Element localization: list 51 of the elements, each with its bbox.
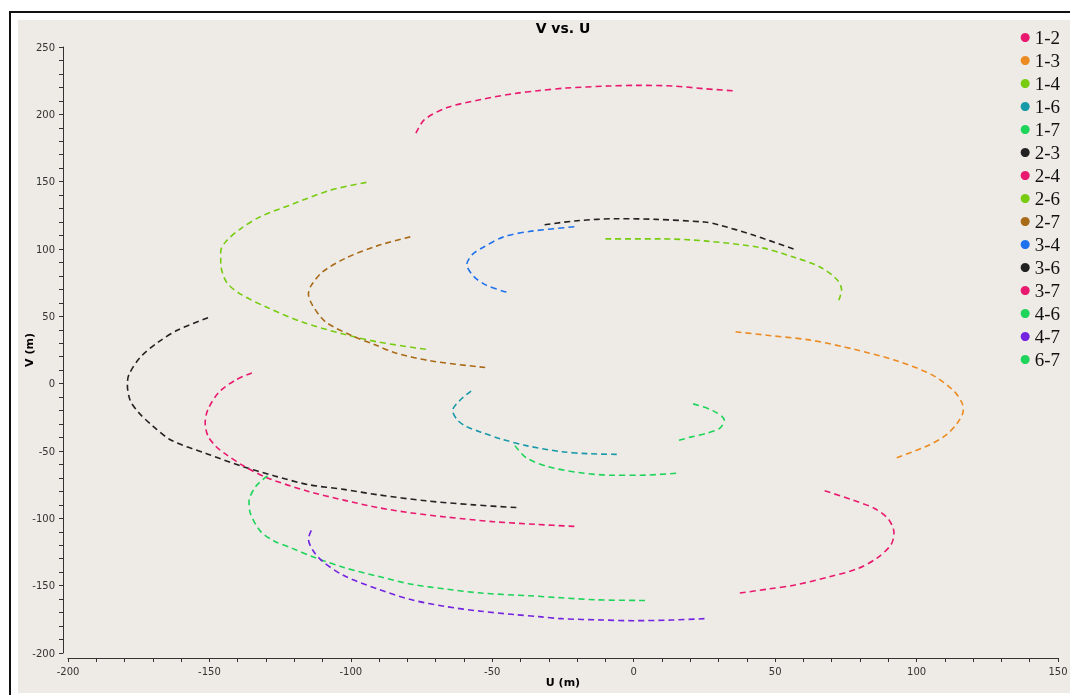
line-series: [451, 390, 618, 456]
y-tick-label: 100: [35, 243, 55, 255]
line-series: [734, 331, 965, 459]
x-tick-label: -150: [198, 665, 221, 677]
y-tick-label: -200: [32, 647, 55, 659]
legend-label: 3-6: [1034, 257, 1060, 278]
line-series: [126, 316, 518, 509]
legend-label: 1-6: [1034, 96, 1060, 117]
legend-label: 1-4: [1034, 73, 1061, 94]
x-axis-title: U (m): [545, 676, 581, 689]
line-series: [204, 372, 576, 528]
y-tick-label: 50: [42, 310, 55, 322]
legend-label: 2-6: [1034, 188, 1060, 209]
line-series: [248, 475, 646, 602]
legend-label: 2-7: [1034, 211, 1060, 232]
y-tick-label: 200: [35, 108, 55, 120]
y-tick-label: 250: [35, 41, 55, 53]
legend-label: 3-4: [1034, 234, 1061, 255]
x-tick-label: 0: [630, 665, 637, 677]
x-tick-label: -100: [339, 665, 363, 677]
y-tick-label: -150: [32, 580, 55, 592]
y-tick-label: -50: [38, 445, 55, 457]
legend-label: 4-6: [1034, 303, 1060, 324]
x-tick-label: 50: [768, 665, 782, 677]
y-tick-label: 0: [48, 378, 55, 390]
legend-label: 3-7: [1034, 280, 1060, 301]
legend-label: 1-7: [1034, 119, 1060, 140]
x-tick-label: 150: [1048, 665, 1068, 677]
line-series: [307, 529, 706, 622]
x-tick-label: -200: [56, 665, 80, 677]
legend-label: 1-3: [1034, 50, 1060, 71]
x-tick-label: -50: [484, 665, 501, 677]
y-tick-label: -100: [32, 512, 55, 524]
legend-label: 2-4: [1034, 165, 1061, 186]
y-tick-label: 150: [35, 176, 55, 188]
legend-label: 1-2: [1034, 27, 1060, 48]
line-series: [514, 444, 677, 477]
legend-label: 4-7: [1034, 326, 1060, 347]
y-axis-title: V (m): [23, 333, 36, 367]
line-series: [219, 181, 427, 351]
line-series: [738, 489, 895, 594]
line-series: [415, 84, 734, 134]
x-tick-label: 100: [907, 665, 927, 677]
line-series: [678, 403, 726, 442]
line-series: [466, 225, 576, 293]
chart-title: V vs. U: [535, 20, 591, 36]
legend-label: 6-7: [1034, 349, 1060, 370]
line-series: [543, 217, 795, 250]
legend-label: 2-3: [1034, 142, 1060, 163]
line-series: [604, 238, 843, 301]
line-series: [307, 236, 487, 369]
